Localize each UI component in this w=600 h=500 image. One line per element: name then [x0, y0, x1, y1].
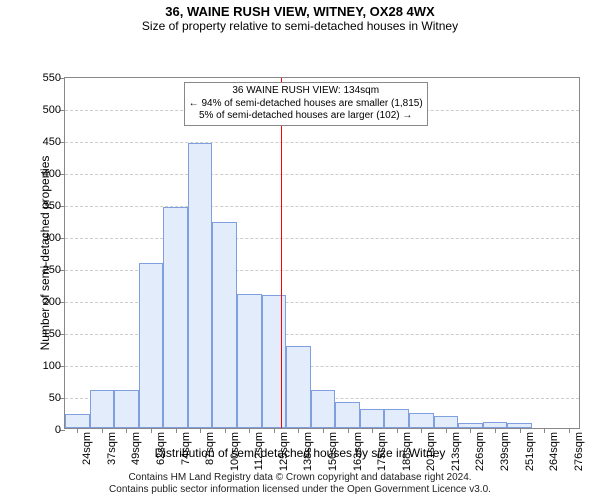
- histogram-bar: [434, 416, 459, 428]
- y-tick-label: 300: [43, 232, 65, 244]
- x-tick: [470, 428, 471, 433]
- histogram-bar: [237, 294, 262, 428]
- x-tick: [446, 428, 447, 433]
- x-tick: [77, 428, 78, 433]
- gridline: [65, 238, 579, 239]
- gridline: [65, 174, 579, 175]
- histogram-bar: [262, 295, 287, 428]
- y-tick-label: 500: [43, 104, 65, 116]
- y-tick-label: 400: [43, 168, 65, 180]
- annotation-line: 5% of semi-detached houses are larger (1…: [189, 110, 423, 123]
- y-axis-label: Number of semi-detached properties: [38, 128, 52, 378]
- x-tick: [249, 428, 250, 433]
- annotation-line: ← 94% of semi-detached houses are smalle…: [189, 98, 423, 111]
- histogram-bar: [114, 390, 139, 428]
- y-tick-label: 200: [43, 296, 65, 308]
- histogram-bar: [409, 413, 434, 428]
- reference-line: [281, 78, 282, 428]
- histogram-bar: [90, 390, 115, 428]
- title-line1: 36, WAINE RUSH VIEW, WITNEY, OX28 4WX: [0, 4, 600, 19]
- histogram-bar: [335, 402, 360, 428]
- y-tick-label: 100: [43, 360, 65, 372]
- gridline: [65, 206, 579, 207]
- x-tick: [126, 428, 127, 433]
- chart-title: 36, WAINE RUSH VIEW, WITNEY, OX28 4WX Si…: [0, 0, 600, 33]
- x-tick: [102, 428, 103, 433]
- x-tick: [495, 428, 496, 433]
- gridline: [65, 142, 579, 143]
- x-tick: [323, 428, 324, 433]
- x-tick: [544, 428, 545, 433]
- x-tick: [151, 428, 152, 433]
- footer-attribution: Contains HM Land Registry data © Crown c…: [0, 472, 600, 496]
- footer-line1: Contains HM Land Registry data © Crown c…: [0, 472, 600, 484]
- x-tick: [274, 428, 275, 433]
- y-tick-label: 550: [43, 72, 65, 84]
- annotation-box: 36 WAINE RUSH VIEW: 134sqm← 94% of semi-…: [184, 82, 428, 126]
- x-tick: [225, 428, 226, 433]
- histogram-bar: [163, 207, 188, 428]
- plot-area: 05010015020025030035040045050055024sqm37…: [64, 77, 580, 429]
- histogram-bar: [384, 409, 409, 428]
- x-tick: [372, 428, 373, 433]
- y-tick-label: 250: [43, 264, 65, 276]
- histogram-bar: [188, 143, 213, 428]
- x-tick: [569, 428, 570, 433]
- annotation-line: 36 WAINE RUSH VIEW: 134sqm: [189, 85, 423, 98]
- x-tick: [298, 428, 299, 433]
- histogram-bar: [360, 409, 385, 428]
- histogram-bar: [212, 222, 237, 428]
- chart-area: Number of semi-detached properties 05010…: [0, 33, 600, 487]
- y-tick-label: 0: [55, 424, 65, 436]
- x-tick: [397, 428, 398, 433]
- x-axis-label: Distribution of semi-detached houses by …: [0, 446, 600, 460]
- title-line2: Size of property relative to semi-detach…: [0, 19, 600, 33]
- y-tick-label: 50: [49, 392, 65, 404]
- y-tick-label: 450: [43, 136, 65, 148]
- x-tick: [200, 428, 201, 433]
- histogram-bar: [286, 346, 311, 428]
- x-tick: [176, 428, 177, 433]
- histogram-bar: [139, 263, 164, 428]
- x-tick: [520, 428, 521, 433]
- x-tick: [421, 428, 422, 433]
- footer-line2: Contains public sector information licen…: [0, 484, 600, 496]
- x-tick: [348, 428, 349, 433]
- histogram-bar: [65, 414, 90, 428]
- y-tick-label: 350: [43, 200, 65, 212]
- y-tick-label: 150: [43, 328, 65, 340]
- histogram-bar: [311, 390, 336, 428]
